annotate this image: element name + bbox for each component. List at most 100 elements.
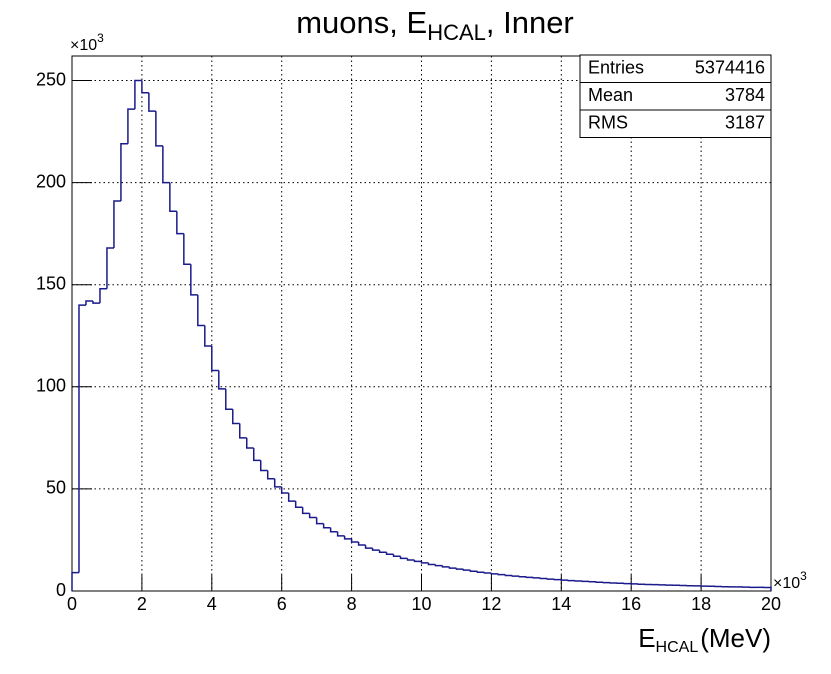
histogram-bin [350,538,359,543]
histogram-bin [148,92,156,112]
x-tick-label: 14 [551,594,571,614]
histogram-bin [99,288,107,304]
histogram-bin [246,437,254,449]
x-axis-title: EHCAL(MeV) [638,623,771,656]
histogram-bin [169,182,177,212]
x-mult-exp: 3 [800,569,807,583]
histogram-bin [301,507,310,515]
histogram-bin [162,145,170,184]
y-tick-label: 150 [36,273,66,293]
histogram-bin [497,573,506,576]
histogram-bin [385,552,394,555]
histogram-bin [106,247,114,289]
histogram-bin [71,571,79,591]
histogram-bin [232,409,240,425]
y-tick-label: 200 [36,171,66,191]
x-tick-label: 12 [481,594,501,614]
histogram-bin [287,492,296,502]
histogram-bin [434,564,443,567]
y-tick-label: 0 [56,580,66,600]
x-tick-label: 0 [67,594,77,614]
histogram-bin [266,470,275,480]
histogram-bin [364,545,373,549]
chart-title: muons, EHCAL, Inner [296,5,574,45]
x-tick-label: 6 [277,594,287,614]
histogram-bin [280,486,289,494]
histogram-bin [560,579,569,581]
y-mult-exp: 3 [97,31,104,45]
histogram-bin [322,523,331,529]
x-tick-label: 10 [411,594,431,614]
histogram-bin [294,501,303,509]
x-title-rest: (MeV) [700,623,771,653]
y-tick-label: 100 [36,376,66,396]
histogram-bin [469,570,478,572]
histogram-bin [546,578,555,580]
histogram-bin [336,531,345,537]
histogram-bin [197,294,205,327]
x-tick-label: 20 [761,594,781,614]
stats-label: Entries [588,58,644,78]
x-tick-label: 18 [691,594,711,614]
histogram-bin [378,550,387,553]
stats-label: Mean [588,85,633,105]
stats-value: 5374416 [695,58,765,78]
histogram-bin [176,211,184,235]
histogram-bin [315,517,324,525]
y-mult-base: ×10 [70,37,97,54]
histogram-bin [539,577,548,580]
y-tick-label: 50 [46,478,66,498]
histogram-bin [211,345,219,372]
histogram-bin [329,527,338,533]
x-tick-label: 8 [347,594,357,614]
histogram-bin [518,575,527,578]
histogram-bin [120,143,128,201]
x-mult-base: ×10 [773,575,800,592]
histogram-bin [763,586,772,591]
y-tick-label: 250 [36,69,66,89]
histogram-bin [183,233,191,266]
histogram-bin [308,513,317,519]
histogram-bin [413,559,422,563]
histogram-bin [141,80,149,94]
histogram-bin [92,301,100,304]
histogram-bin [504,574,513,577]
histogram-bin [218,370,226,390]
histogram-bin [113,200,121,248]
histogram-bin [85,300,93,306]
histogram-bin [490,573,499,575]
histogram-bin [476,571,485,573]
histogram-bin [134,79,142,110]
histogram-bin [225,388,233,411]
x-title-text: E [638,623,655,653]
histogram-bin [420,561,429,564]
histogram-bin [357,541,366,546]
x-tick-label: 4 [207,594,217,614]
histogram-bin [525,576,534,579]
histogram-bin [441,565,450,568]
stats-label: RMS [588,113,628,133]
histogram-bin [190,264,198,296]
title-text: muons, E [296,5,427,40]
histogram-bin [273,478,282,488]
histogram-bin [78,304,86,573]
histogram-bin [204,325,212,347]
histogram-bin [406,558,415,561]
histogram-bin [532,577,541,579]
histogram-bin [392,554,401,558]
histogram-bin [239,423,247,439]
histogram-bin [343,535,352,540]
histogram-bin [371,548,380,551]
title-rest: , Inner [486,5,574,40]
histogram-bin [483,572,492,574]
histogram-bin [455,568,464,570]
x-tick-label: 2 [137,594,147,614]
title-sub: HCAL [427,20,486,45]
x-tick-label: 16 [621,594,641,614]
x-multiplier: ×103 [773,569,807,592]
y-multiplier: ×103 [70,31,104,54]
plot-frame [71,55,772,592]
histogram-bin [252,448,261,462]
histogram-bin [511,575,520,577]
